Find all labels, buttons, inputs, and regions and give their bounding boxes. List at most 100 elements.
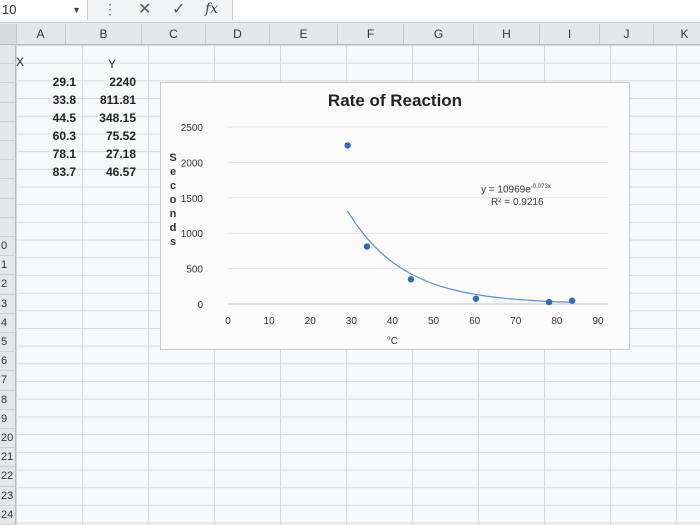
column-header-f[interactable]: F — [338, 24, 404, 44]
x-tick-label: 60 — [469, 316, 481, 327]
cell-x-value[interactable]: 44.5 — [52, 111, 76, 125]
column-header-d[interactable]: D — [206, 24, 270, 44]
row-header[interactable] — [0, 179, 16, 199]
y-tick-label: 1500 — [181, 194, 204, 205]
row-header[interactable]: 6 — [0, 352, 16, 372]
data-point — [407, 276, 415, 283]
x-tick-label: 30 — [346, 316, 358, 327]
cancel-icon[interactable]: ✕ — [138, 1, 152, 18]
x-tick-label: 0 — [225, 316, 231, 327]
trend-r-squared: R² = 0.9216 — [491, 197, 544, 209]
y-tick-label: 1000 — [181, 229, 204, 240]
x-axis-label: °C — [387, 336, 398, 347]
row-header[interactable] — [0, 141, 16, 161]
function-icon[interactable]: fx — [205, 1, 219, 17]
enter-icon[interactable]: ✓ — [172, 1, 186, 18]
name-box-value: 10 — [2, 2, 17, 17]
column-header-k[interactable]: K — [654, 24, 700, 44]
x-tick-label: 80 — [551, 316, 563, 327]
trend-equation-base: y = 10969e — [481, 184, 531, 196]
x-tick-label: 40 — [387, 316, 399, 327]
row-header[interactable] — [0, 217, 16, 237]
trendline-equation: y = 10969e-0.073x R² = 0.9216 — [481, 181, 551, 209]
column-header-b[interactable]: B — [66, 24, 142, 44]
y-axis-label-letter: e — [169, 166, 177, 178]
column-header-j[interactable]: J — [600, 24, 654, 44]
row-header[interactable] — [0, 160, 16, 180]
column-header-c[interactable]: C — [142, 24, 206, 44]
row-header[interactable]: 4 — [0, 313, 16, 333]
column-header-i[interactable]: I — [540, 24, 600, 44]
row-header[interactable] — [0, 121, 16, 141]
chart-title: Rate of Reaction — [327, 91, 463, 110]
cell-y-value[interactable]: 811.81 — [99, 93, 136, 107]
row-header[interactable]: 21 — [0, 448, 16, 468]
plot-area: 0 500 1000 1500 2000 2500 0 10 20 30 40 50 60 70 80 90 °… — [181, 123, 608, 347]
row-header[interactable]: 0 — [0, 237, 16, 257]
more-options-icon[interactable]: ⋮ — [103, 1, 117, 17]
row-header[interactable] — [0, 64, 16, 84]
data-point — [472, 295, 480, 302]
data-point — [568, 297, 576, 304]
row-header[interactable]: 2 — [0, 275, 16, 295]
y-tick-label: 0 — [197, 300, 203, 311]
y-tick-label: 500 — [186, 265, 203, 276]
row-header[interactable]: 22 — [0, 467, 16, 487]
row-header[interactable]: 3 — [0, 294, 16, 314]
row-header[interactable]: 5 — [0, 333, 16, 353]
y-axis-label-letter: s — [169, 236, 177, 248]
row-header[interactable]: 8 — [0, 390, 16, 410]
row-header[interactable] — [0, 102, 16, 122]
x-tick-label: 10 — [264, 316, 276, 327]
x-tick-label: 70 — [510, 316, 522, 327]
data-point — [344, 142, 351, 149]
cell-y-value[interactable]: 348.15 — [99, 111, 136, 125]
cell-y-value[interactable]: 46.57 — [105, 165, 136, 179]
row-header[interactable]: 20 — [0, 429, 16, 449]
trendline — [347, 210, 573, 303]
cell-y-value[interactable]: 27.18 — [105, 147, 136, 161]
cell-x-value[interactable]: 78.1 — [52, 147, 76, 161]
select-all-corner[interactable] — [0, 24, 17, 44]
row-header[interactable] — [0, 45, 16, 65]
x-tick-label: 20 — [305, 316, 317, 327]
row-header[interactable]: 24 — [0, 505, 16, 525]
trend-equation-exponent: -0.073x — [530, 184, 551, 190]
x-tick-label: 90 — [592, 316, 604, 327]
chevron-down-icon[interactable]: ▼ — [72, 5, 81, 15]
column-header-e[interactable]: E — [270, 24, 338, 44]
cell-x-value[interactable]: 60.3 — [52, 129, 76, 143]
cell-x-value[interactable]: 33.8 — [52, 93, 76, 107]
column-header-h[interactable]: H — [474, 24, 540, 44]
y-axis-label-letter: S — [169, 152, 177, 164]
x-tick-label: 50 — [428, 316, 440, 327]
y-axis-label-letter: o — [169, 194, 177, 206]
y-axis-label-letter: n — [169, 208, 177, 220]
cell-header-y[interactable]: Y — [108, 57, 117, 71]
formula-bar: 10 ▼ ⋮ ✕ ✓ fx — [0, 0, 700, 23]
cell-x-value[interactable]: 83.7 — [52, 165, 76, 179]
cell-y-value[interactable]: 2240 — [109, 75, 136, 89]
cell-x-value[interactable]: 29.1 — [52, 75, 76, 89]
y-axis-label-letter: d — [169, 222, 177, 234]
y-tick-label: 2000 — [181, 158, 204, 169]
y-tick-label: 2500 — [181, 123, 204, 134]
row-header[interactable]: 9 — [0, 409, 16, 429]
cell-y-value[interactable]: 75.52 — [105, 129, 136, 143]
row-header[interactable]: 7 — [0, 371, 16, 391]
row-header[interactable] — [0, 83, 16, 103]
row-header[interactable]: 23 — [0, 486, 16, 506]
data-point — [363, 243, 371, 250]
y-axis-label-letter: c — [169, 180, 177, 192]
name-box[interactable]: 10 ▼ — [0, 0, 88, 20]
column-header-a[interactable]: A — [16, 24, 66, 44]
formula-input[interactable] — [232, 0, 700, 20]
row-header[interactable]: 1 — [0, 256, 16, 276]
column-header-g[interactable]: G — [404, 24, 474, 44]
data-point — [545, 298, 553, 306]
cell-header-x[interactable]: X — [16, 55, 25, 69]
row-header[interactable] — [0, 198, 16, 218]
